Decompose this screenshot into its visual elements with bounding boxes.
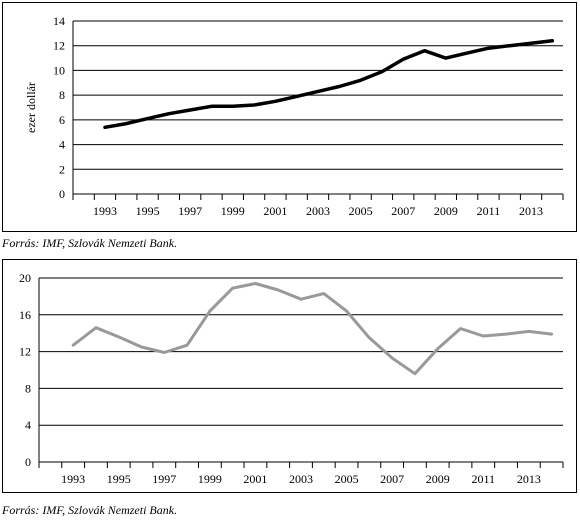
chart-top-data-point: [380, 70, 383, 73]
chart-top-data-point: [338, 85, 341, 88]
chart-top-data-point: [167, 112, 170, 115]
chart-top: 0 2 4 6 8 10 12 14 1993 1995 1997 1999 2001 2003 2005 2…: [24, 14, 564, 218]
chart-bottom-data-point: [550, 333, 553, 336]
chart-bottom-x-tick-label: 2007: [380, 472, 404, 486]
chart-top-y-tick-label: 4: [59, 138, 65, 152]
chart-bottom-x-tick-label: 2009: [426, 472, 450, 486]
chart-bottom-data-point: [505, 333, 508, 336]
chart-top-data-point: [508, 44, 511, 47]
chart-bottom-x-tick-label: 1999: [198, 472, 222, 486]
chart-top-y-axis-label: ezer dollár: [24, 82, 38, 133]
chart-top-data-point: [125, 122, 128, 125]
source-caption-bottom: Forrás: IMF, Szlovák Nemzeti Bank.: [2, 503, 178, 517]
chart-bottom-data-point: [117, 335, 120, 338]
chart-bottom-data-point: [413, 372, 416, 375]
chart-bottom-x-tick-label: 2013: [517, 472, 541, 486]
chart-bottom-data-point: [254, 282, 257, 285]
chart-top-data-point: [423, 49, 426, 52]
chart-bottom-x-tick-label: 2005: [335, 472, 359, 486]
chart-bottom: 0 4 8 12 16 20 1993 1995 1997 1999 2001 2003 2005 200…: [19, 271, 564, 486]
chart-top-data-point: [103, 126, 106, 129]
chart-bottom-data-point: [322, 292, 325, 295]
chart-bottom-data-point: [300, 298, 303, 301]
chart-bottom-y-tick-label: 12: [19, 345, 31, 359]
chart-bottom-data-point: [94, 326, 97, 329]
chart-top-data-point: [444, 57, 447, 60]
chart-top-data-point: [551, 39, 554, 42]
chart-bottom-data-point: [163, 351, 166, 354]
chart-top-data-point: [210, 105, 213, 108]
chart-top-data-point: [487, 47, 490, 50]
chart-bottom-series-line: [71, 282, 554, 376]
chart-top-x-tick-label: 2003: [306, 204, 330, 218]
chart-bottom-y-tick-label: 8: [25, 381, 31, 395]
chart-top-data-point: [317, 90, 320, 93]
chart-top-x-tick-label: 1995: [136, 204, 160, 218]
chart-bottom-data-point: [459, 327, 462, 330]
chart-bottom-data-point: [231, 287, 234, 290]
chart-bottom-x-tick-label: 2001: [243, 472, 267, 486]
chart-bottom-data-point: [72, 344, 75, 347]
chart-top-y-tick-label: 14: [53, 14, 65, 28]
chart-bottom-x-tick-label: 2011: [471, 472, 495, 486]
chart-top-data-point: [189, 108, 192, 111]
chart-top-x-tick-label: 1997: [178, 204, 202, 218]
chart-bottom-y-tick-label: 4: [25, 418, 31, 432]
chart-top-data-point: [231, 105, 234, 108]
source-caption-top: Forrás: IMF, Szlovák Nemzeti Bank.: [2, 236, 178, 250]
chart-top-y-tick-label: 6: [59, 113, 65, 127]
chart-bottom-x-tick-label: 1995: [107, 472, 131, 486]
chart-bottom-data-point: [208, 310, 211, 313]
chart-top-data-point: [295, 95, 298, 98]
chart-top-data-point: [466, 52, 469, 55]
chart-bottom-x-tick-label: 1993: [61, 472, 85, 486]
chart-top-x-tick-label: 1999: [221, 204, 245, 218]
chart-top-y-tick-label: 2: [59, 162, 65, 176]
chart-top-x-tick-label: 2011: [477, 204, 501, 218]
chart-top-data-point: [253, 104, 256, 107]
chart-bottom-data-point: [186, 344, 189, 347]
chart-bottom-data-point: [436, 347, 439, 350]
chart-top-data-point: [274, 100, 277, 103]
chart-top-x-tick-label: 2009: [434, 204, 458, 218]
chart-top-y-tick-label: 0: [59, 187, 65, 201]
chart-panel-bottom: 0 4 8 12 16 20 1993 1995 1997 1999 2001 2003 2005 200…: [2, 259, 577, 493]
chart-top-x-tick-label: 2007: [391, 204, 415, 218]
chart-top-x-tick-label: 2001: [263, 204, 287, 218]
chart-bottom-y-tick-label: 0: [25, 455, 31, 469]
chart-bottom-data-point: [527, 330, 530, 333]
chart-bottom-data-point: [140, 346, 143, 349]
chart-top-data-point: [146, 117, 149, 120]
chart-top-x-tick-label: 2005: [349, 204, 373, 218]
chart-top-y-tick-label: 8: [59, 88, 65, 102]
chart-top-y-tick-label: 10: [53, 63, 65, 77]
chart-top-data-point: [530, 42, 533, 45]
chart-bottom-data-point: [368, 336, 371, 339]
chart-top-data-point: [359, 79, 362, 82]
chart-top-data-point: [402, 58, 405, 61]
chart-bottom-x-tick-label: 1997: [152, 472, 176, 486]
chart-bottom-data-point: [277, 288, 280, 291]
chart-bottom-data-point: [345, 310, 348, 313]
chart-panel-top: 0 2 4 6 8 10 12 14 1993 1995 1997 1999 2001 2003 2005 2…: [2, 2, 577, 232]
chart-bottom-y-tick-label: 16: [19, 308, 31, 322]
chart-bottom-data-point: [391, 357, 394, 360]
chart-bottom-x-tick-label: 2003: [289, 472, 313, 486]
chart-top-x-tick-label: 1993: [93, 204, 117, 218]
chart-top-x-tick-label: 2013: [519, 204, 543, 218]
chart-bottom-data-point: [482, 334, 485, 337]
chart-top-y-tick-label: 12: [53, 39, 65, 53]
chart-bottom-y-tick-label: 20: [19, 271, 31, 285]
chart-top-series-line: [103, 39, 555, 130]
